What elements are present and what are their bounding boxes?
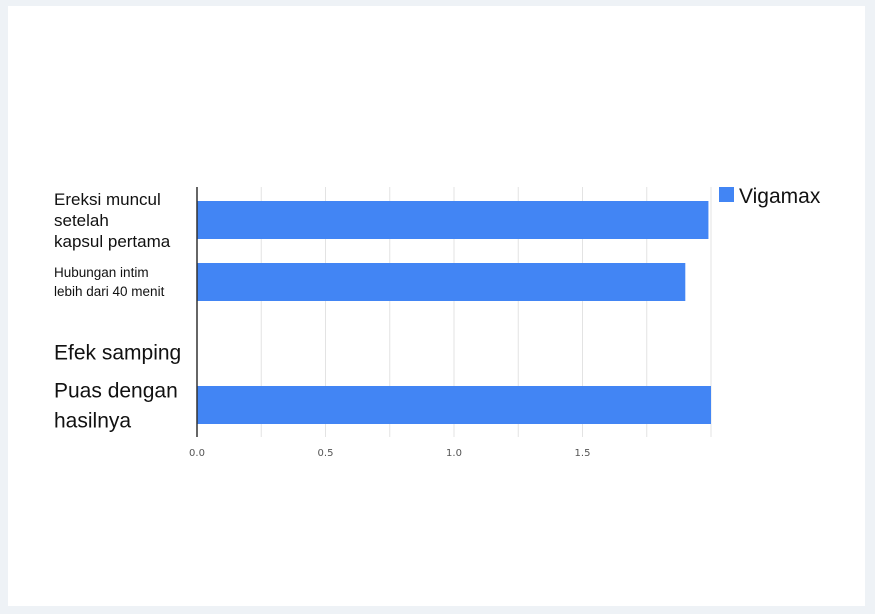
- category-labels: Ereksi muncul setelah kapsul pertama Hubung…: [54, 190, 181, 432]
- bar-2: [197, 263, 686, 301]
- legend-swatch: [719, 187, 734, 202]
- bar-4: [197, 386, 711, 424]
- chart-card: [8, 6, 865, 606]
- x-tick-label: 0.5: [318, 448, 334, 459]
- category-label-4: Puas dengan hasilnya: [54, 379, 178, 432]
- x-tick-label: 1.0: [446, 448, 462, 459]
- bars: [197, 201, 711, 424]
- legend: Vigamax: [719, 185, 821, 208]
- category-label-1: Ereksi muncul setelah kapsul pertama: [54, 190, 171, 251]
- x-tick-label: 0.0: [189, 448, 205, 459]
- x-tick-labels: 0.0 0.5 1.0 1.5: [189, 448, 590, 459]
- legend-label: Vigamax: [739, 185, 821, 208]
- category-label-2: Hubungan intim lebih dari 40 menit: [54, 265, 165, 299]
- bar-1: [197, 201, 709, 239]
- category-label-3: Efek samping: [54, 341, 181, 364]
- x-tick-label: 1.5: [575, 448, 591, 459]
